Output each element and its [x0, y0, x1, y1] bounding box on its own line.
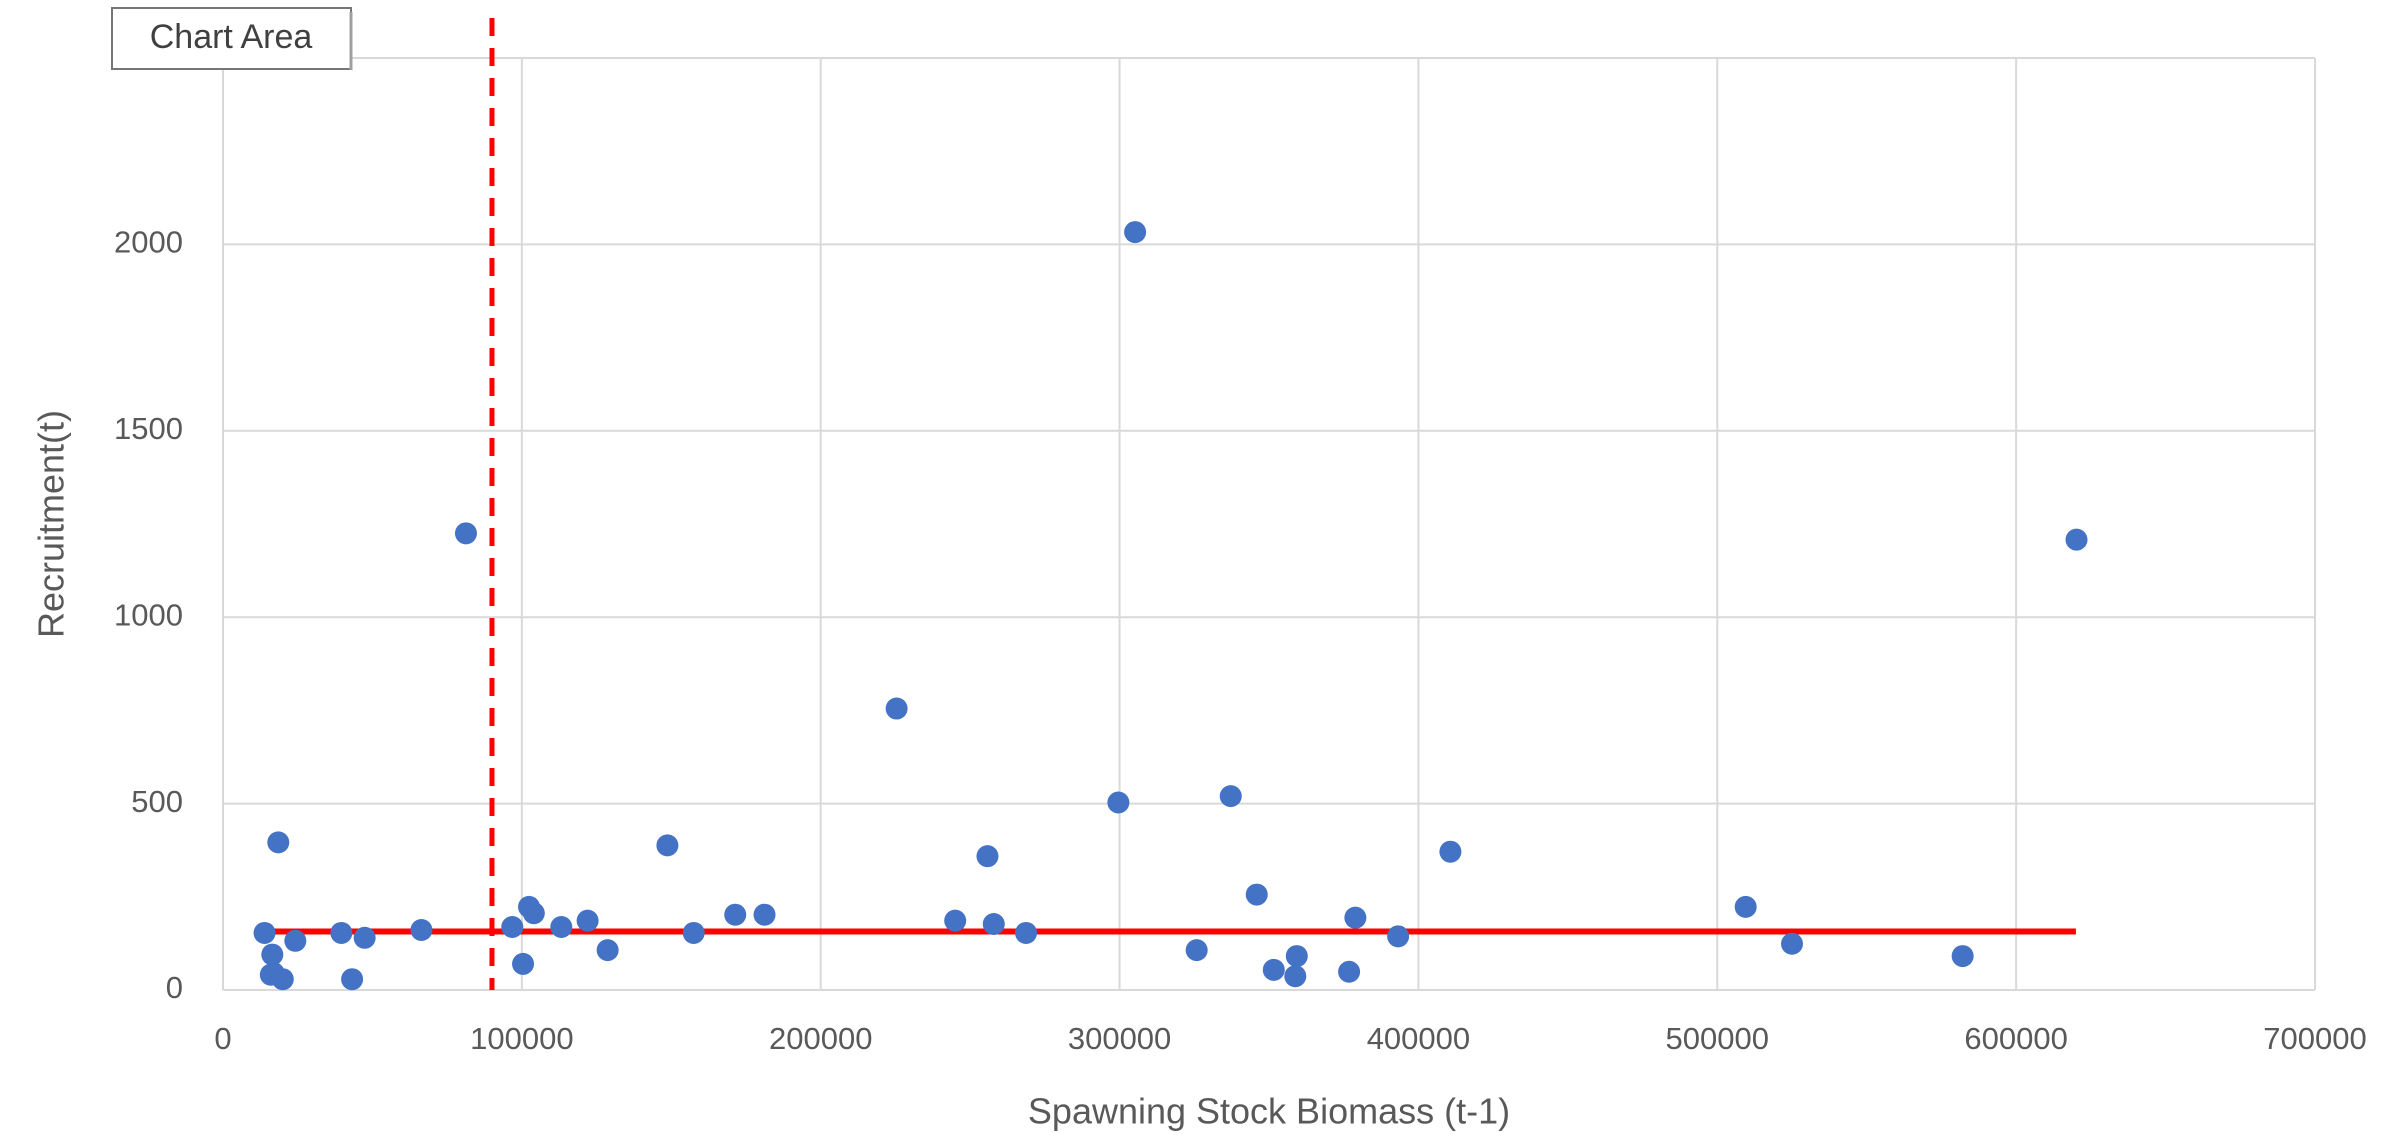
y-tick-label: 1500: [114, 411, 183, 446]
point: [1185, 939, 1208, 962]
point: [2065, 528, 2088, 551]
y-tick-label: 2000: [114, 225, 183, 260]
point: [1387, 925, 1410, 948]
point: [341, 968, 364, 991]
point: [982, 913, 1005, 936]
point: [596, 939, 619, 962]
point: [944, 909, 967, 932]
point: [1734, 895, 1757, 918]
x-tick-label: 300000: [1068, 1021, 1171, 1056]
tooltip-text: Chart Area: [150, 18, 313, 56]
point: [501, 915, 524, 938]
tooltip-box: [111, 7, 352, 70]
tooltip: Chart Area: [111, 7, 353, 70]
y-tick-label: 1000: [114, 597, 183, 632]
x-tick-label: 200000: [769, 1021, 872, 1056]
point: [1124, 221, 1147, 244]
point: [1285, 945, 1308, 968]
point: [1781, 932, 1803, 955]
point: [330, 921, 353, 944]
point: [1338, 960, 1361, 983]
point: [1219, 785, 1242, 808]
point: [656, 834, 679, 857]
point: [576, 909, 599, 932]
point: [267, 831, 290, 854]
y-tick-label: 0: [166, 970, 183, 1005]
point: [1951, 945, 1974, 968]
y-tick-label: 500: [131, 784, 183, 819]
plot: [253, 18, 2088, 991]
point: [550, 915, 573, 938]
point: [522, 902, 545, 925]
point: [353, 926, 376, 949]
x-tick-label: 100000: [470, 1021, 573, 1056]
point: [1262, 958, 1285, 981]
point: [753, 903, 776, 926]
point: [410, 918, 433, 941]
y-axis-title: Recruitment(t): [31, 410, 72, 638]
x-tick-label: 400000: [1367, 1021, 1470, 1056]
point: [1015, 921, 1038, 944]
grid: 0500100015002000250001000002000003000004…: [114, 38, 2367, 1056]
point: [1245, 883, 1268, 906]
x-tick-label: 600000: [1964, 1021, 2067, 1056]
x-tick-label: 500000: [1666, 1021, 1769, 1056]
point: [253, 921, 276, 944]
x-tick-label: 700000: [2263, 1021, 2366, 1056]
x-axis-title: Spawning Stock Biomass (t-1): [1028, 1091, 1510, 1132]
point: [512, 952, 535, 975]
point: [682, 921, 705, 944]
point: [1284, 965, 1307, 988]
point: [976, 845, 999, 868]
point: [1439, 840, 1462, 863]
point: [284, 929, 307, 952]
point: [1344, 906, 1367, 929]
point: [885, 697, 908, 720]
point: [1107, 791, 1130, 814]
point: [262, 962, 285, 985]
point: [454, 522, 477, 545]
point: [261, 943, 284, 966]
point: [724, 903, 747, 926]
x-tick-label: 0: [214, 1021, 231, 1056]
